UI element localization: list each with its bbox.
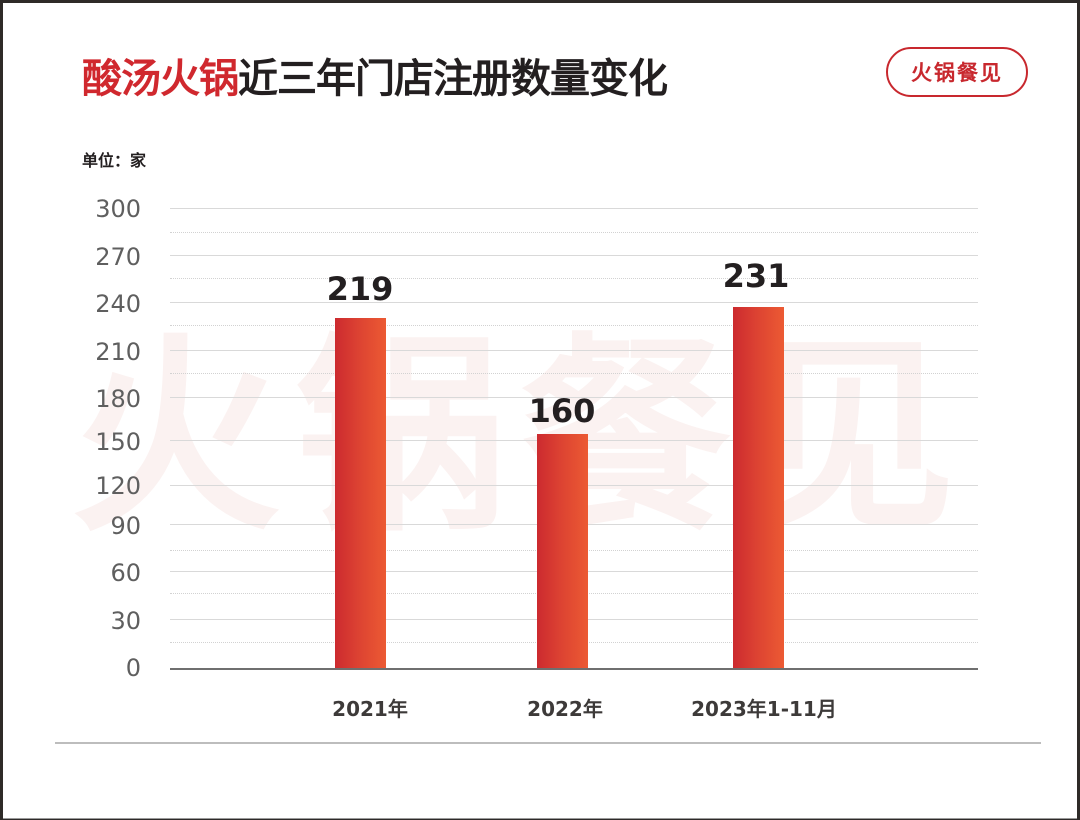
gridline-minor <box>170 325 978 326</box>
page-title: 酸汤火锅近三年门店注册数量变化 <box>82 55 668 103</box>
gridline <box>170 255 978 256</box>
brand-logo: 火锅餐见 <box>886 47 1028 97</box>
gridline-minor <box>170 373 978 374</box>
x-tick-label: 2023年1-11月 <box>691 697 837 721</box>
data-label-2022: 160 <box>528 392 596 430</box>
watermark-char: 锅 <box>295 315 506 560</box>
gridline <box>170 397 978 398</box>
bar-2023 <box>733 307 784 668</box>
unit-label: 单位：家 <box>82 151 147 170</box>
bar-2022 <box>537 434 588 668</box>
bar-2021 <box>335 318 386 668</box>
y-tick-label: 300 <box>95 195 141 223</box>
y-tick-label: 210 <box>95 338 141 366</box>
y-tick-label: 0 <box>125 654 141 682</box>
y-tick-label: 150 <box>95 428 141 456</box>
gridline <box>170 208 978 209</box>
y-tick-label: 120 <box>95 472 141 500</box>
y-tick-label: 240 <box>95 290 141 318</box>
watermark: 火 锅 餐 见 <box>63 333 963 543</box>
title-highlight: 酸汤火锅 <box>82 56 239 102</box>
brand-logo-text: 火锅餐见 <box>911 61 1003 85</box>
x-tick-label: 2021年 <box>332 697 408 721</box>
chart-card: 酸汤火锅近三年门店注册数量变化 火锅餐见 单位：家 火 锅 餐 见 300 27… <box>3 3 1077 819</box>
title-rest: 近三年门店注册数量变化 <box>238 56 668 102</box>
data-label-2021: 219 <box>326 270 394 308</box>
gridline-minor <box>170 278 978 279</box>
y-tick-label: 180 <box>95 385 141 413</box>
x-tick-label: 2022年 <box>527 697 603 721</box>
y-tick-label: 90 <box>110 512 141 540</box>
y-tick-label: 270 <box>95 243 141 271</box>
y-tick-label: 30 <box>110 607 141 635</box>
data-label-2023: 231 <box>722 257 790 295</box>
y-tick-label: 60 <box>110 559 141 587</box>
gridline <box>170 302 978 303</box>
x-axis-line <box>170 668 978 670</box>
gridline <box>170 350 978 351</box>
footer-divider <box>55 742 1041 744</box>
gridline-minor <box>170 232 978 233</box>
